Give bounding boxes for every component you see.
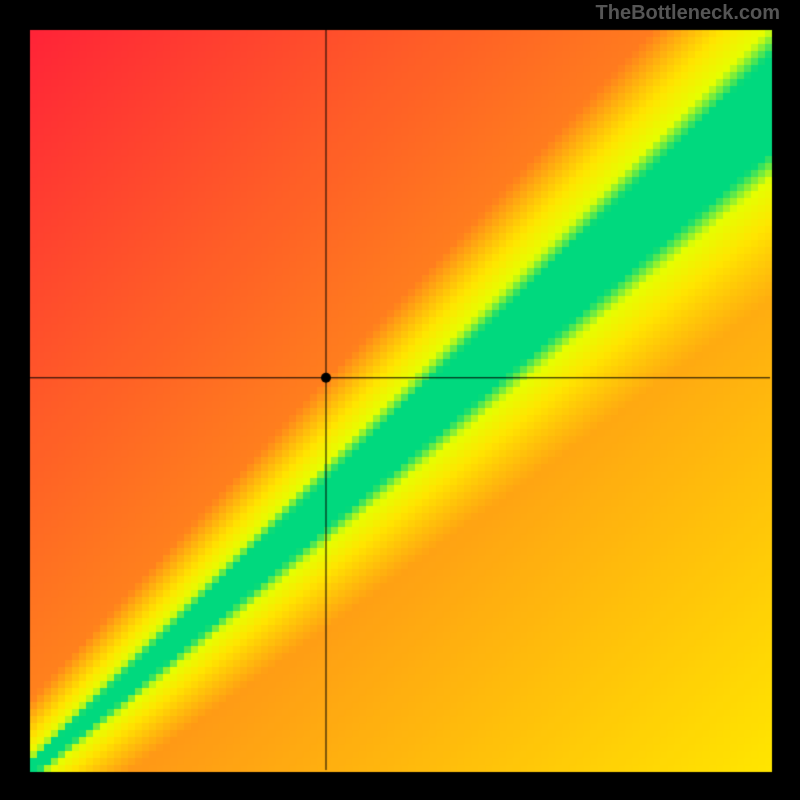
chart-container: TheBottleneck.com: [0, 0, 800, 800]
attribution-text: TheBottleneck.com: [596, 2, 780, 25]
heatmap-canvas: [0, 0, 800, 800]
